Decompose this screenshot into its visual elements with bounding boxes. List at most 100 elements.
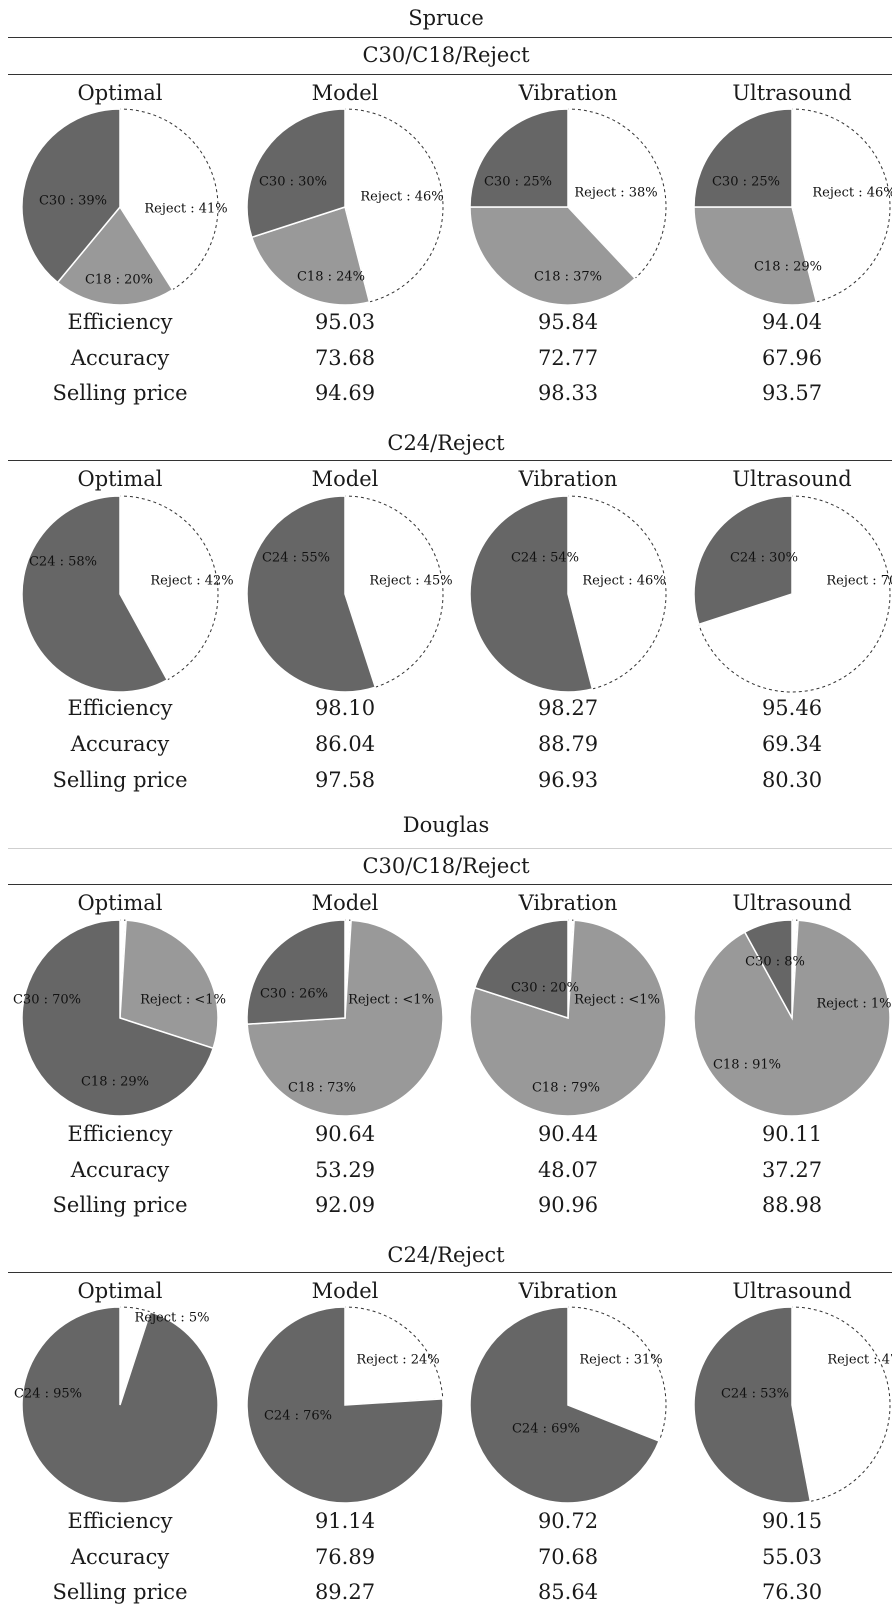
slice-label-c24: C24 : 69% [512,1422,580,1437]
slice-label-c30: C30 : 39% [39,194,107,209]
metric-value: 95.46 [761,696,823,720]
pie-slice-c24 [693,495,793,626]
pie-chart-optimal: C24 : 95% Reject : 5% [14,1306,219,1504]
species-divider [8,37,892,38]
grading-scheme-title: C30/C18/Reject [362,43,530,67]
metric-value: 90.44 [537,1122,599,1146]
slice-label-c24: C24 : 30% [730,551,798,566]
method-label-ultrasound: Ultrasound [732,891,852,915]
metric-value: 98.10 [314,696,376,720]
slice-label-c24: C24 : 95% [14,1387,82,1402]
metric-name: Efficiency [67,1509,173,1533]
pie-slice-c18 [693,206,818,306]
metric-value: 76.89 [314,1545,376,1569]
pie-slice-c30 [246,919,346,1025]
method-label-vibration: Vibration [518,81,618,105]
pie-chart-ultrasound: C24 : 30% Reject : 70% [693,495,892,693]
metric-value: 92.09 [314,1193,376,1217]
slice-label-c24: C24 : 54% [511,551,579,566]
metric-name: Accuracy [70,1158,170,1182]
slice-label-c24: C24 : 53% [721,1387,789,1402]
metric-name: Accuracy [70,732,170,756]
slice-label-c30: C30 : 20% [511,981,579,996]
slice-label-reject: Reject : 38% [574,186,657,201]
metric-value: 70.68 [537,1545,599,1569]
slice-label-c24: C24 : 76% [264,1409,332,1424]
species-divider [8,848,892,849]
metric-value: 95.03 [314,310,376,334]
metric-value: 94.04 [761,310,823,334]
pie-slice-c30 [469,108,569,208]
pie-chart-vibration: C24 : 69% Reject : 31% [469,1306,667,1504]
pie-slice-c24 [693,1306,812,1504]
slice-label-reject: Reject : 46% [360,190,443,205]
pie-slice-reject [344,495,444,688]
pie-chart-optimal: C30 : 70% C18 : 29% Reject : <1% [13,919,226,1117]
pie-slice-c18 [250,206,371,306]
metric-value: 90.15 [761,1509,823,1533]
grading-scheme-divider [8,460,892,461]
slice-label-c18: C18 : 79% [532,1081,600,1096]
metric-row-selling-price: Selling price 92.09 90.96 88.98 [0,1190,892,1220]
pie-chart-vibration: C30 : 20% C18 : 79% Reject : <1% [469,919,667,1117]
slice-label-reject: Reject : 1% [817,997,892,1012]
pie-slice-c24 [469,1306,661,1504]
slice-label-c18: C18 : 20% [85,273,153,288]
metric-value: 53.29 [314,1158,376,1182]
pie-chart-optimal: C30 : 39% C18 : 20% Reject : 41% [21,108,228,306]
pie-slice-c18 [119,919,219,1050]
metric-row-accuracy: Accuracy 76.89 70.68 55.03 [0,1542,892,1572]
slice-label-c30: C30 : 25% [712,175,780,190]
method-label-ultrasound: Ultrasound [732,1279,852,1303]
method-label-ultrasound: Ultrasound [732,81,852,105]
metric-value: 88.79 [537,732,599,756]
slice-label-reject: Reject : 45% [369,574,452,589]
metric-value: 86.04 [314,732,376,756]
method-label-optimal: Optimal [77,81,163,105]
metric-row-selling-price: Selling price 97.58 96.93 80.30 [0,765,892,795]
pie-slice-reject [567,1306,667,1442]
pie-slice-c24 [246,1306,444,1504]
slice-label-reject: Reject : <1% [140,993,226,1008]
method-label-model: Model [311,467,379,491]
metric-value: 93.57 [761,381,823,405]
method-label-vibration: Vibration [518,891,618,915]
pie-slice-reject [344,1306,444,1406]
metric-name: Efficiency [67,696,173,720]
pie-slice-c24 [246,495,377,693]
metric-value: 90.64 [314,1122,376,1146]
slice-label-c18: C18 : 37% [534,270,602,285]
grading-scheme-divider [8,1272,892,1273]
grading-scheme-divider [8,884,892,885]
slice-label-reject: Reject : 41% [144,202,227,217]
metric-value: 90.72 [537,1509,599,1533]
method-label-vibration: Vibration [518,1279,618,1303]
metric-name: Selling price [52,1580,188,1604]
slice-label-c18: C18 : 91% [713,1058,781,1073]
slice-label-reject: Reject : 42% [150,574,233,589]
pie-chart-vibration: C24 : 54%Reject : 46% [469,495,667,693]
slice-label-reject: Reject : 5% [135,1311,210,1326]
method-label-ultrasound: Ultrasound [732,467,852,491]
metric-name: Selling price [52,381,188,405]
metric-value: 90.96 [537,1193,599,1217]
pie-slice-c30 [473,919,569,1020]
metric-name: Selling price [52,1193,188,1217]
grading-scheme-title: C30/C18/Reject [362,854,530,878]
pie-chart-ultrasound: C30 : 8% C18 : 91% Reject : 1% [693,919,892,1117]
pie-slice-c18 [469,206,637,306]
pie-chart-ultrasound: C30 : 25% C18 : 29% Reject : 46% [693,108,892,306]
method-label-vibration: Vibration [518,467,618,491]
slice-label-c24: C24 : 58% [29,555,97,570]
metric-value: 89.27 [314,1580,376,1604]
pie-slice-reject [791,1306,891,1502]
pie-chart-optimal: C24 : 58% Reject : 42% [21,495,234,693]
metric-name: Selling price [52,768,188,792]
pie-chart-model: C24 : 76% Reject : 24% [246,1306,444,1504]
pie-chart-vibration: C30 : 25% C18 : 37% Reject : 38% [469,108,667,306]
metric-value: 37.27 [761,1158,823,1182]
metric-row-accuracy: Accuracy 73.68 72.77 67.96 [0,343,892,373]
metric-value: 48.07 [537,1158,599,1182]
metric-value: 88.98 [761,1193,823,1217]
